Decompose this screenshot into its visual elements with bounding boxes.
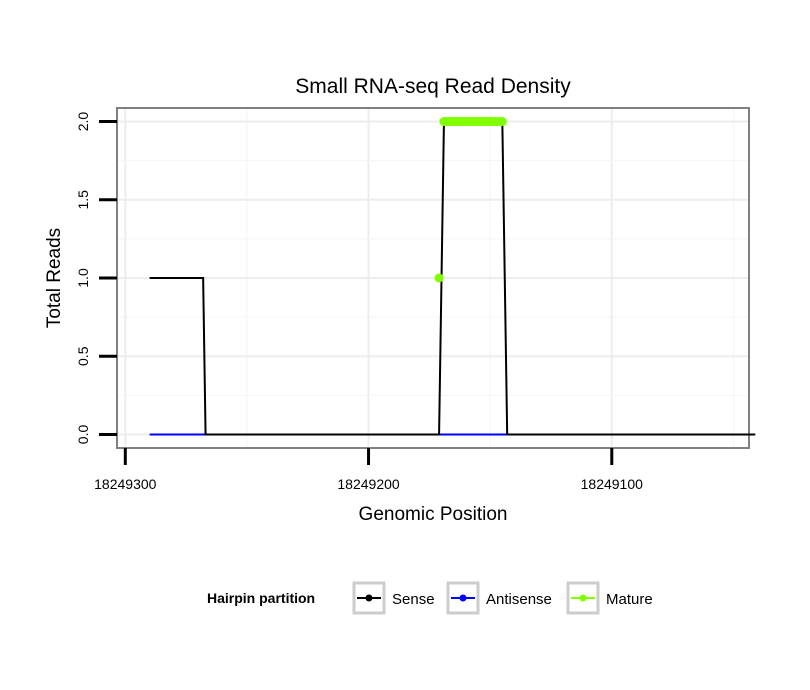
x-axis-title: Genomic Position [359, 504, 508, 525]
legend-item-sense: Sense [352, 581, 435, 615]
legend-item-antisense: Antisense [446, 581, 552, 615]
y-tick-label: 1.5 [75, 190, 91, 210]
y-tick-label: 2.0 [75, 112, 91, 132]
legend-key-point [579, 594, 587, 602]
y-axis: 0.0 0.5 1.0 1.5 2.0 [75, 112, 117, 445]
legend-label: Sense [392, 591, 435, 608]
x-tick-label: 18249300 [94, 476, 157, 492]
y-tick-label: 1.0 [75, 268, 91, 288]
series-layer [149, 117, 756, 436]
x-axis: 18249300 18249200 18249100 [94, 448, 643, 492]
chart-title: Small RNA-seq Read Density [295, 75, 571, 98]
legend-item-mature: Mature [566, 581, 653, 615]
data-point [434, 273, 444, 283]
x-tick-label: 18249200 [337, 476, 400, 492]
legend-label: Antisense [486, 591, 552, 608]
legend-key-point [459, 594, 467, 602]
legend-label: Mature [606, 591, 653, 608]
legend-key-point [365, 594, 373, 602]
legend: Hairpin partition Sense Antisense Mature [207, 581, 653, 615]
x-tick-label: 18249100 [581, 476, 644, 492]
data-point [497, 117, 507, 127]
y-tick-label: 0.0 [75, 425, 91, 445]
y-axis-title: Total Reads [44, 228, 65, 328]
legend-title: Hairpin partition [207, 590, 315, 606]
series-mature [434, 117, 507, 283]
y-tick-label: 0.5 [75, 346, 91, 366]
